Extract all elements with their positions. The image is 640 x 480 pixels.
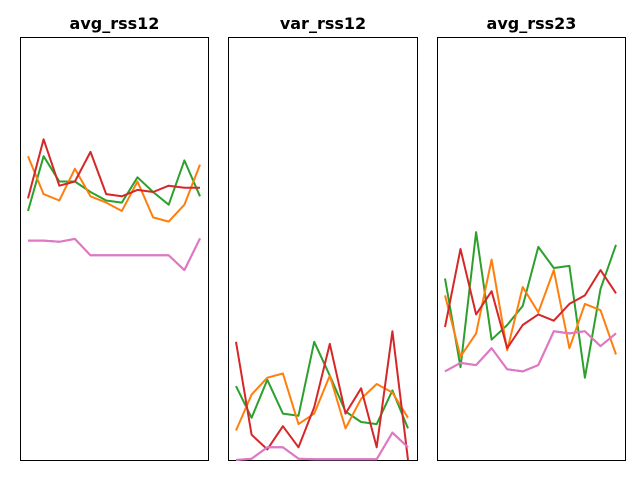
series-line-5	[444, 330, 617, 373]
panel-title: avg_rss12	[70, 14, 160, 33]
panel-avg-rss23: avg_rss23	[437, 14, 626, 461]
panel-var-rss12: var_rss12	[228, 14, 418, 461]
panel-frame	[20, 37, 209, 461]
plot-area	[444, 231, 617, 379]
plot-area	[27, 138, 201, 272]
series-line-2	[27, 155, 201, 223]
series-line-3	[27, 138, 200, 199]
series-line-3	[235, 330, 409, 461]
panel-title: avg_rss23	[487, 14, 577, 33]
series-line-2	[235, 372, 409, 431]
series-line-1	[235, 340, 409, 429]
series-line-5	[235, 431, 409, 461]
series-line-2	[444, 258, 617, 358]
series-line-5	[28, 237, 201, 272]
plot-area	[235, 330, 409, 461]
series-line-1	[444, 231, 617, 379]
series-line-3	[444, 248, 617, 350]
panel-title: var_rss12	[280, 14, 366, 33]
panel-frame	[437, 37, 626, 461]
panel-avg-rss12: avg_rss12	[20, 14, 209, 461]
